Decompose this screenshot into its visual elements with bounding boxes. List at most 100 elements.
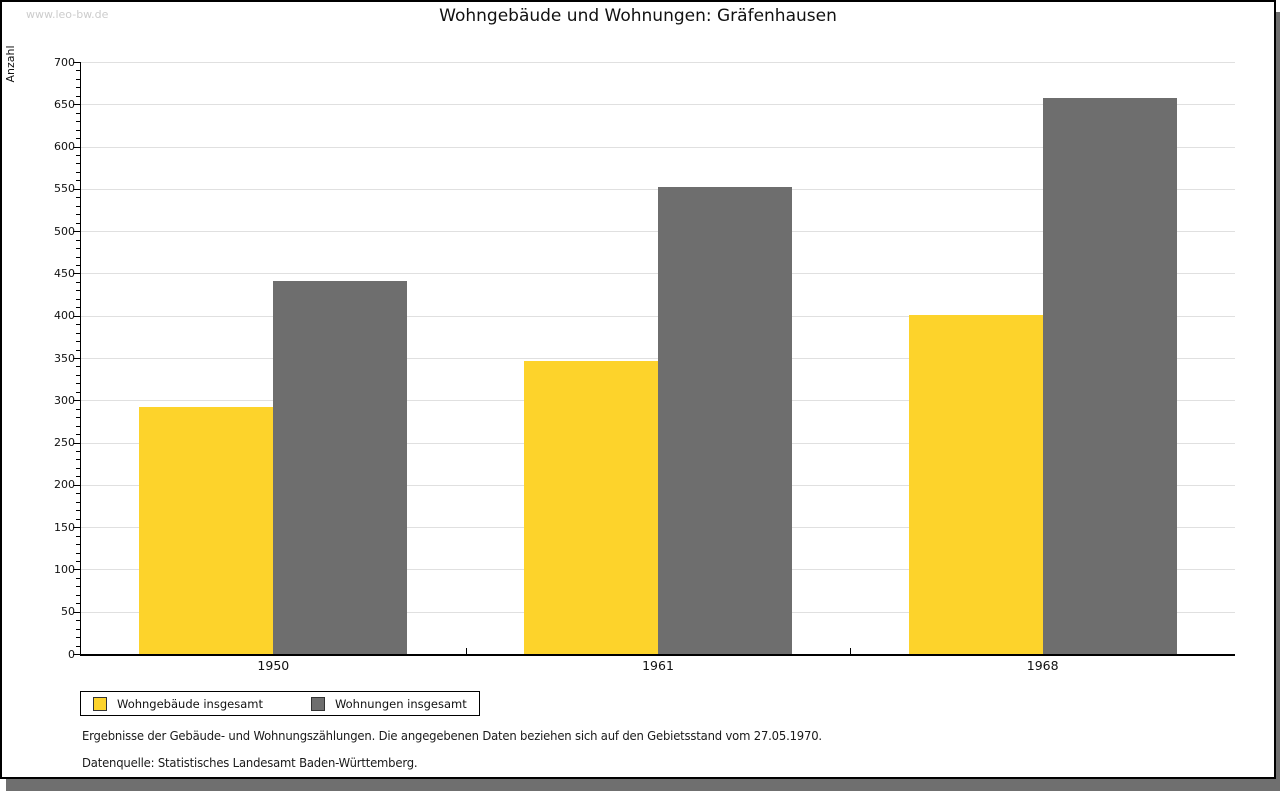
legend-swatch-icon bbox=[310, 696, 325, 711]
y-minor-tick-330 bbox=[76, 374, 81, 376]
y-major-tick-500 bbox=[73, 231, 81, 233]
x-category-label-1968: 1968 bbox=[1026, 658, 1059, 673]
y-tick-label-350: 350 bbox=[54, 351, 75, 365]
y-minor-tick-20 bbox=[76, 637, 81, 639]
y-minor-tick-520 bbox=[76, 214, 81, 216]
y-major-tick-550 bbox=[73, 188, 81, 190]
y-minor-tick-360 bbox=[76, 349, 81, 351]
y-minor-tick-530 bbox=[76, 205, 81, 207]
gridline-600 bbox=[81, 146, 1235, 148]
chart-title: Wohngebäude und Wohnungen: Gräfenhausen bbox=[439, 6, 837, 26]
y-tick-label-50: 50 bbox=[61, 605, 75, 619]
y-minor-tick-130 bbox=[76, 544, 81, 546]
y-minor-tick-230 bbox=[76, 459, 81, 461]
y-minor-tick-210 bbox=[76, 476, 81, 478]
legend-box: Wohngebäude insgesamt Wohnungen insgesamt bbox=[80, 691, 480, 716]
y-major-tick-400 bbox=[73, 315, 81, 317]
y-minor-tick-140 bbox=[76, 535, 81, 537]
y-minor-tick-610 bbox=[76, 138, 81, 140]
y-minor-tick-60 bbox=[76, 603, 81, 605]
y-minor-tick-310 bbox=[76, 391, 81, 393]
y-minor-tick-90 bbox=[76, 577, 81, 579]
gridline-650 bbox=[81, 104, 1235, 106]
x-boundary-tick-2 bbox=[850, 648, 852, 654]
y-minor-tick-540 bbox=[76, 197, 81, 199]
plot-area: 0 50 100 150 200 250 300 350 400 450 500 550 600 650 7… bbox=[54, 56, 1235, 673]
y-minor-tick-380 bbox=[76, 332, 81, 334]
footnote-gebietsstand: Ergebnisse der Gebäude- und Wohnungszähl… bbox=[82, 728, 822, 743]
y-minor-tick-440 bbox=[76, 281, 81, 283]
y-tick-label-450: 450 bbox=[54, 266, 75, 280]
bar-1968-wohngebaeude bbox=[908, 314, 1043, 654]
bar-1950-wohngebaeude bbox=[139, 407, 274, 654]
y-minor-tick-40 bbox=[76, 620, 81, 622]
y-minor-tick-430 bbox=[76, 290, 81, 292]
y-tick-label-550: 550 bbox=[54, 182, 75, 196]
y-minor-tick-270 bbox=[76, 425, 81, 427]
y-tick-label-0: 0 bbox=[68, 647, 75, 661]
y-minor-tick-390 bbox=[76, 324, 81, 326]
y-minor-tick-290 bbox=[76, 408, 81, 410]
y-minor-tick-240 bbox=[76, 451, 81, 453]
y-minor-tick-80 bbox=[76, 586, 81, 588]
y-minor-tick-560 bbox=[76, 180, 81, 182]
y-minor-tick-660 bbox=[76, 95, 81, 97]
y-major-tick-600 bbox=[73, 146, 81, 148]
y-minor-tick-170 bbox=[76, 510, 81, 512]
bar-1950-wohnungen bbox=[273, 281, 408, 654]
y-minor-tick-110 bbox=[76, 560, 81, 562]
legend-label: Wohngebäude insgesamt bbox=[117, 696, 263, 711]
y-tick-label-150: 150 bbox=[54, 520, 75, 534]
bar-1961-wohnungen bbox=[658, 187, 792, 654]
y-minor-tick-280 bbox=[76, 417, 81, 419]
x-category-label-1961: 1961 bbox=[642, 658, 674, 673]
y-tick-label-700: 700 bbox=[54, 55, 75, 69]
y-minor-tick-220 bbox=[76, 467, 81, 469]
bar-1961-wohngebaeude bbox=[524, 361, 658, 654]
y-minor-tick-160 bbox=[76, 518, 81, 520]
y-minor-tick-120 bbox=[76, 552, 81, 554]
y-major-tick-350 bbox=[73, 358, 81, 359]
y-major-tick-100 bbox=[73, 569, 81, 571]
y-minor-tick-490 bbox=[76, 239, 81, 241]
legend-item-wohngebaeude: Wohngebäude insgesamt bbox=[93, 696, 263, 711]
y-tick-label-200: 200 bbox=[54, 478, 75, 492]
y-major-tick-250 bbox=[73, 442, 81, 444]
y-tick-label-600: 600 bbox=[54, 140, 75, 154]
y-minor-tick-180 bbox=[76, 501, 81, 503]
y-minor-tick-460 bbox=[76, 264, 81, 266]
y-minor-tick-340 bbox=[76, 366, 81, 368]
y-minor-tick-420 bbox=[76, 298, 81, 300]
y-major-tick-450 bbox=[73, 273, 81, 275]
y-tick-label-250: 250 bbox=[54, 436, 75, 450]
y-minor-tick-620 bbox=[76, 129, 81, 131]
y-minor-tick-510 bbox=[76, 222, 81, 224]
y-major-tick-150 bbox=[73, 527, 81, 529]
y-minor-tick-480 bbox=[76, 248, 81, 250]
y-minor-tick-470 bbox=[76, 256, 81, 258]
y-minor-tick-640 bbox=[76, 112, 81, 114]
y-minor-tick-670 bbox=[76, 87, 81, 89]
x-boundary-tick-1 bbox=[465, 648, 467, 654]
x-category-label-1950: 1950 bbox=[257, 658, 290, 673]
legend-swatch-icon bbox=[93, 696, 107, 711]
legend-item-wohnungen: Wohnungen insgesamt bbox=[310, 696, 467, 711]
y-tick-label-400: 400 bbox=[54, 309, 75, 323]
y-minor-tick-590 bbox=[76, 155, 81, 157]
y-minor-tick-680 bbox=[76, 78, 81, 80]
y-minor-tick-580 bbox=[76, 163, 81, 165]
footnote-datenquelle: Datenquelle: Statistisches Landesamt Bad… bbox=[82, 755, 418, 770]
y-minor-tick-570 bbox=[76, 171, 81, 173]
y-minor-tick-10 bbox=[76, 645, 81, 647]
y-minor-tick-630 bbox=[76, 121, 81, 123]
y-major-tick-200 bbox=[73, 484, 81, 486]
y-minor-tick-70 bbox=[76, 594, 81, 596]
y-major-tick-650 bbox=[73, 104, 81, 106]
y-tick-label-300: 300 bbox=[54, 393, 75, 407]
gridline-700 bbox=[81, 62, 1235, 63]
y-minor-tick-690 bbox=[76, 70, 81, 72]
y-minor-tick-260 bbox=[76, 434, 81, 436]
y-minor-tick-30 bbox=[76, 628, 81, 630]
watermark-text: www.leo-bw.de bbox=[26, 8, 109, 21]
legend-label: Wohnungen insgesamt bbox=[334, 696, 467, 711]
